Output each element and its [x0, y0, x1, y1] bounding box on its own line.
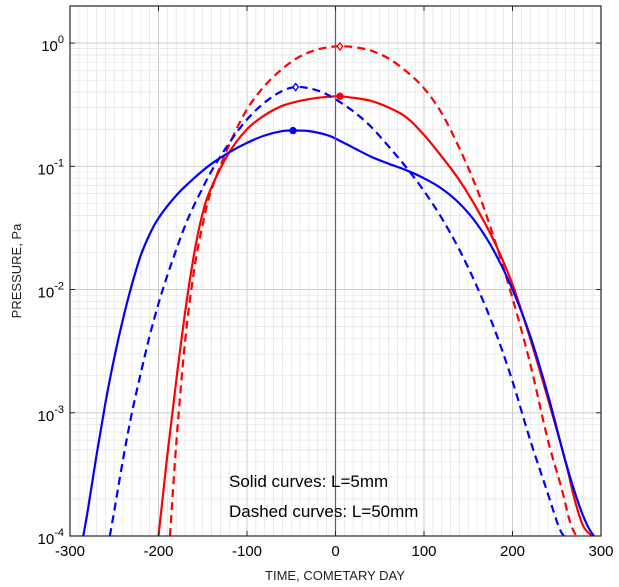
peak-marker-2	[336, 41, 344, 52]
peak-marker-1	[336, 92, 344, 101]
x-tick-label: -100	[232, 543, 262, 560]
peak-marker-4	[292, 82, 300, 92]
x-tick-label: -300	[55, 543, 85, 560]
x-tick-label: 100	[411, 543, 436, 560]
series-line-2	[168, 45, 578, 537]
peak-markers	[289, 41, 344, 135]
series-lines	[82, 45, 595, 537]
x-tick-label: 300	[588, 543, 613, 560]
annotation-dashed-curves: Dashed curves: L=50mm	[229, 502, 418, 521]
y-tick-label: 10-3	[38, 404, 64, 425]
x-tick-label: 200	[500, 543, 525, 560]
x-tick-label: -200	[143, 543, 173, 560]
x-tick-labels: -300 -200 -100 0 100 200 300	[55, 543, 614, 560]
y-tick-label: 100	[41, 34, 64, 55]
y-tick-labels: 10-4 10-3 10-2 10-1 100	[38, 34, 64, 548]
ticks	[69, 6, 602, 537]
series-line-3	[82, 129, 595, 537]
x-tick-label: 0	[331, 543, 339, 560]
y-tick-label: 10-4	[38, 527, 64, 548]
y-tick-label: 10-1	[38, 157, 64, 178]
y-axis-title: PRESSURE, Pa	[9, 223, 24, 318]
x-axis-title: TIME, COMETARY DAY	[265, 568, 405, 583]
annotation-solid-curves: Solid curves: L=5mm	[229, 472, 388, 491]
y-tick-label: 10-2	[38, 281, 64, 302]
series-line-4	[108, 85, 565, 537]
peak-marker-3	[289, 126, 297, 135]
